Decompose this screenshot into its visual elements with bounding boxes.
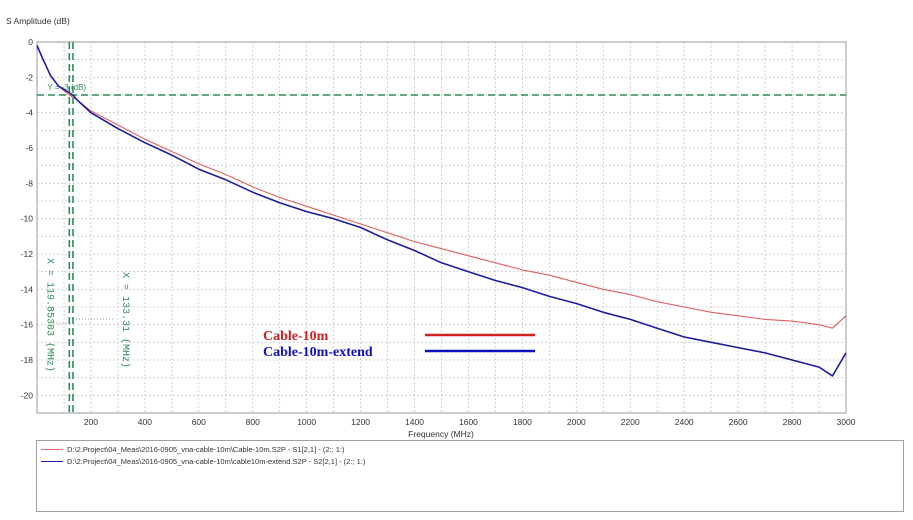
x-tick-label: 1000 [297,417,316,427]
y-tick-label: -20 [21,390,34,400]
series-line-cable-10m-extend[interactable] [36,45,847,377]
x-tick-label: 1800 [513,417,532,427]
x-tick-label: 3000 [837,417,856,427]
x-tick-label: 1200 [351,417,370,427]
x-tick-label: 2600 [729,417,748,427]
y-tick-labels: 0 -2 -4 -6 -8 -10 -12 -14 -16 -18 -20 [21,37,34,400]
legend-row-text: D:\2.Project\04_Meas\2016-0905_vna-cable… [67,456,366,466]
y-tick-label: -12 [21,249,34,259]
vline-marker-label: X = 133.31 (MHz) [119,272,131,368]
x-tick-label: 2800 [783,417,802,427]
y-tick-label: -14 [21,284,34,294]
legend-panel: D:\2.Project\04_Meas\2016-0905_vna-cable… [36,440,904,512]
legend-swatch-cable-10m-extend [41,460,63,462]
x-tick-label: 600 [192,417,206,427]
vline-marker-label: X = 119.85303 (MHz) [43,258,55,372]
y-tick-label: -18 [21,355,34,365]
marker-lines: Y = -3 (dB) X = 119.85303 (MHz) X = 133.31… [37,42,846,413]
legend-row-cable-10m[interactable]: D:\2.Project\04_Meas\2016-0905_vna-cable… [41,443,345,455]
series-lines [36,45,847,377]
y-tick-label: 0 [28,37,33,47]
legend-row-text: D:\2.Project\04_Meas\2016-0905_vna-cable… [67,444,345,454]
y-tick-label: -10 [21,214,34,224]
s-amplitude-chart: S Amplitude (dB) 200 400 600 800 1000 1200 140… [6,16,856,439]
y-tick-label: -2 [25,72,33,82]
y-tick-label: -16 [21,320,34,330]
inline-legend-label: Cable-10m [263,329,329,344]
x-tick-label: 400 [138,417,152,427]
y-tick-label: -8 [25,178,33,188]
x-tick-labels: 200 400 600 800 1000 1200 1400 1600 1800 2000 2200… [84,417,856,427]
series-line-cable-10m[interactable] [36,45,847,329]
legend-swatch-cable-10m [41,448,63,450]
x-tick-label: 200 [84,417,98,427]
y-tick-label: -4 [25,108,33,118]
x-tick-label: 2400 [675,417,694,427]
hline-marker-label: Y = -3 (dB) [47,83,86,92]
inline-legend-label: Cable-10m-extend [263,345,373,360]
x-tick-label: 1600 [459,417,478,427]
grid-lines [37,42,846,413]
x-tick-label: 2000 [567,417,586,427]
x-tick-label: 1400 [405,417,424,427]
legend-row-cable-10m-extend[interactable]: D:\2.Project\04_Meas\2016-0905_vna-cable… [41,455,365,467]
y-axis-label: S Amplitude (dB) [6,16,70,26]
y-tick-label: -6 [25,143,33,153]
x-tick-label: 2200 [621,417,640,427]
x-axis-label: Frequency (MHz) [408,429,474,439]
x-tick-label: 800 [246,417,260,427]
